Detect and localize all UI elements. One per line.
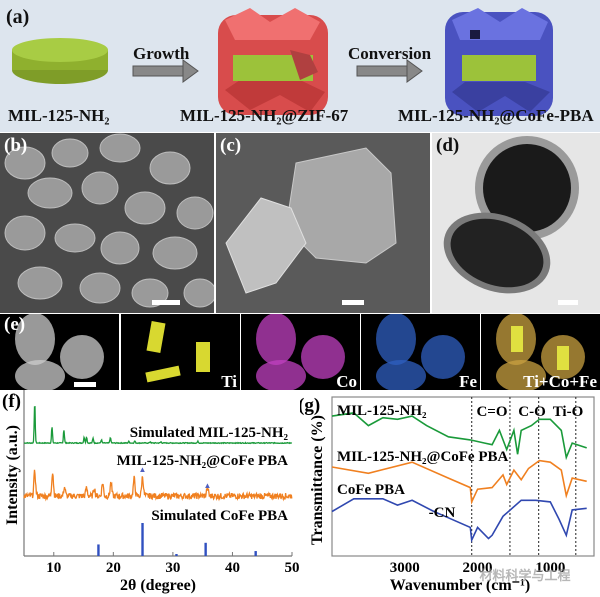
scale-bar xyxy=(558,300,578,305)
eds-map-graphic xyxy=(15,314,104,390)
eds-particle xyxy=(376,314,416,365)
panel-f-label: (f) xyxy=(2,391,21,412)
annotation-label: -CN xyxy=(429,505,456,521)
series-line-2 xyxy=(331,498,587,544)
conversion-label: Conversion xyxy=(348,44,432,63)
series-label: CoFe PBA xyxy=(337,482,405,498)
x-tick-label: 50 xyxy=(285,560,300,576)
schematic-graphics xyxy=(12,8,553,116)
panel-b-sem-image: (b) xyxy=(0,133,214,313)
panel-d-tem-image: (d) xyxy=(432,133,600,313)
stick-peak xyxy=(204,542,207,556)
eds-map-ti: Ti xyxy=(121,314,240,390)
x-tick-label: 20 xyxy=(106,560,121,576)
x-tick-label: 2000 xyxy=(463,560,493,576)
eds-map-fe: Fe xyxy=(361,314,480,390)
panel-c-label: (c) xyxy=(220,135,242,156)
scale-bar xyxy=(152,300,180,305)
stick-peak xyxy=(141,523,144,556)
eds-particle xyxy=(421,335,465,379)
x-axis-label: 2θ (degree) xyxy=(120,577,196,594)
peak-marker-triangle: ▲ xyxy=(139,465,147,474)
ti-core xyxy=(557,346,569,370)
mil125-disk-icon xyxy=(12,38,108,84)
tem-particles-graphic xyxy=(443,136,579,294)
eds-particle xyxy=(15,314,55,365)
series-line-1 xyxy=(331,459,587,505)
scale-bar xyxy=(74,382,96,387)
panel-d-label: (d) xyxy=(436,135,460,156)
scale-bar xyxy=(342,300,364,305)
eds-map-graphic xyxy=(256,314,345,390)
annotation-label: C-O xyxy=(518,404,546,420)
peak-marker-triangle: ▲ xyxy=(203,481,211,490)
series-line-simulated-mil125 xyxy=(24,406,293,445)
x-tick-label: 3000 xyxy=(390,560,420,576)
series-label: Simulated CoFe PBA xyxy=(151,508,288,524)
x-tick-label: 30 xyxy=(165,560,180,576)
x-axis-label: Wavenumber (cm⁻¹) xyxy=(390,577,530,594)
x-tick-label: 1000 xyxy=(535,560,565,576)
material-mil125-label: MIL-125-NH₂ xyxy=(8,106,110,125)
panel-f-xrd-chart: 10 20 30 40 50 2θ (degree) Intensity (a.u.) (f)… xyxy=(2,390,300,594)
conversion-arrow-icon xyxy=(356,59,423,83)
eds-element-label: Co xyxy=(336,372,357,390)
plot-frame xyxy=(331,396,595,557)
eds-particle xyxy=(301,335,345,379)
eds-map-graphic xyxy=(145,321,210,383)
y-axis-label: Transmittance (%) xyxy=(309,415,326,545)
stick-peak xyxy=(175,554,178,556)
eds-particle xyxy=(376,360,426,390)
y-axis-label: Intensity (a.u.) xyxy=(4,425,21,525)
eds-element-label: Ti xyxy=(221,372,237,390)
panel-a-schematic: (a) Growth Conversion MIL-125-NH₂ MIL-12… xyxy=(0,0,600,132)
eds-map-graphic xyxy=(376,314,465,390)
ti-core xyxy=(145,365,181,383)
watermark-text: 材料科学与工程 xyxy=(479,568,570,583)
panel-g-ftir-chart: 3000 2000 1000 Wavenumber (cm⁻¹) Transmittan… xyxy=(300,395,595,594)
sem-particles-graphic xyxy=(4,133,214,308)
x-tick-label: 40 xyxy=(225,560,240,576)
eds-particle xyxy=(256,360,306,390)
eds-map-co: Co xyxy=(241,314,360,390)
sem-particle-graphic xyxy=(225,147,397,294)
panel-b-label: (b) xyxy=(4,135,28,156)
series-label: MIL-125-NH₂@CoFe PBA xyxy=(117,453,289,469)
growth-arrow-icon xyxy=(132,59,199,83)
panel-g-label: (g) xyxy=(300,395,320,416)
series-line-0 xyxy=(331,412,587,461)
eds-map-graphic xyxy=(496,314,585,390)
growth-label: Growth xyxy=(133,44,190,63)
series-label: Simulated MIL-125-NH₂ xyxy=(130,425,289,441)
material-cofe-pba-label: MIL-125-NH₂@CoFe-PBA xyxy=(398,106,594,125)
cofe-pba-shell-icon xyxy=(445,8,553,116)
panel-c-sem-image: (c) xyxy=(216,133,430,313)
material-zif67-label: MIL-125-NH₂@ZIF-67 xyxy=(180,106,349,125)
eds-map-ti-co-fe: Ti+Co+Fe xyxy=(481,314,600,390)
eds-particle xyxy=(15,360,65,390)
annotation-label: C=O xyxy=(476,404,507,420)
eds-particle xyxy=(60,335,104,379)
zif67-shell-icon xyxy=(218,8,328,115)
eds-particle xyxy=(256,314,296,365)
ti-core xyxy=(196,342,210,372)
stick-peak xyxy=(254,551,257,556)
eds-particle xyxy=(496,360,546,390)
ti-core xyxy=(146,321,166,353)
panel-e-eds-maps: Ti Co Fe Ti+Co+Fe (e) xyxy=(0,314,600,390)
eds-element-label: Ti+Co+Fe xyxy=(523,372,597,390)
eds-map-image xyxy=(0,314,119,390)
series-line-mil125-cofe-pba xyxy=(23,469,293,502)
panel-a-label: (a) xyxy=(6,6,30,28)
series-label: MIL-125-NH₂ xyxy=(337,403,427,419)
stick-peak xyxy=(97,544,100,556)
ti-core xyxy=(511,326,523,352)
series-label: MIL-125-NH₂@CoFe PBA xyxy=(337,449,509,465)
annotation-label: Ti-O xyxy=(553,404,584,420)
x-tick-label: 10 xyxy=(46,560,61,576)
eds-element-label: Fe xyxy=(459,372,477,390)
panel-e-label: (e) xyxy=(4,314,26,335)
